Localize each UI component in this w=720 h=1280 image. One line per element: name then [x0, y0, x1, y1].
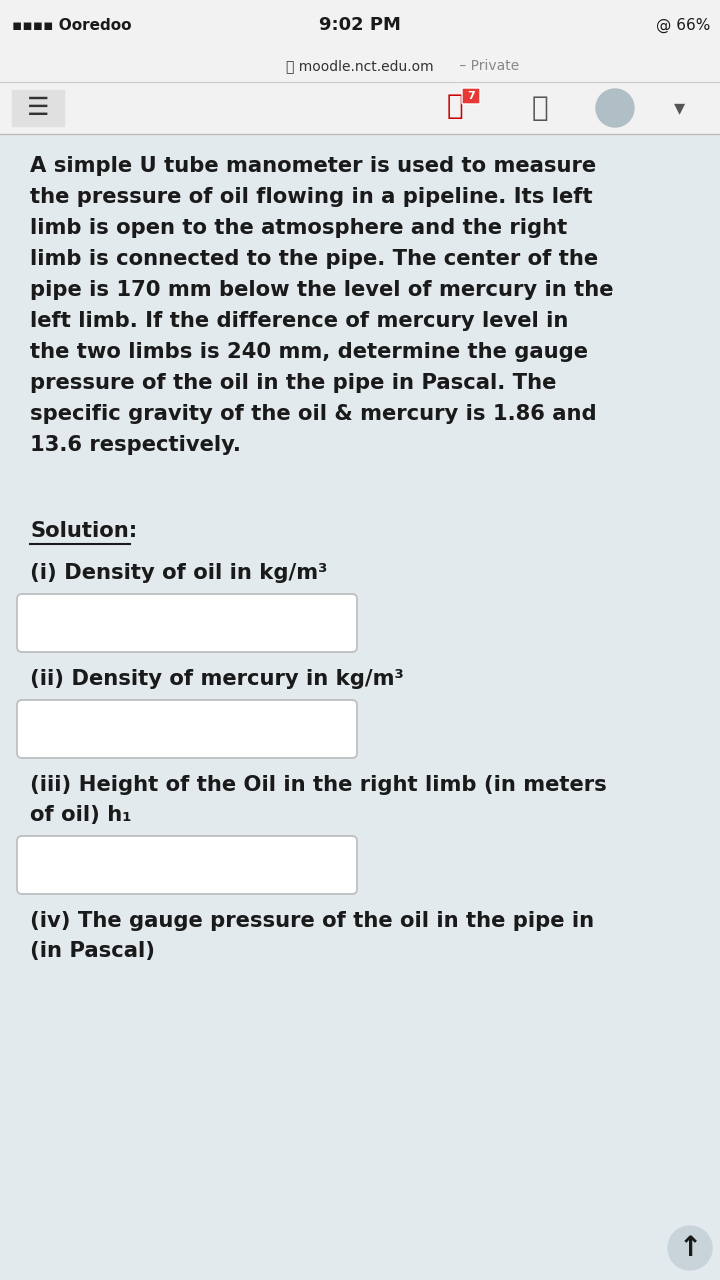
Text: (iii) Height of the Oil in the right limb (in meters: (iii) Height of the Oil in the right lim… — [30, 774, 607, 795]
FancyBboxPatch shape — [17, 700, 357, 758]
Text: specific gravity of the oil & mercury is 1.86 and: specific gravity of the oil & mercury is… — [30, 404, 597, 424]
Bar — [0, 82, 720, 134]
Text: A simple U tube manometer is used to measure: A simple U tube manometer is used to mea… — [30, 156, 596, 175]
Text: (i) Density of oil in kg/m³: (i) Density of oil in kg/m³ — [30, 563, 328, 582]
Text: (iv) The gauge pressure of the oil in the pipe in: (iv) The gauge pressure of the oil in th… — [30, 911, 594, 931]
Bar — [0, 0, 720, 50]
Text: ▾: ▾ — [675, 99, 685, 118]
Text: pressure of the oil in the pipe in Pascal. The: pressure of the oil in the pipe in Pasca… — [30, 372, 557, 393]
Text: limb is open to the atmosphere and the right: limb is open to the atmosphere and the r… — [30, 218, 567, 238]
Text: left limb. If the difference of mercury level in: left limb. If the difference of mercury … — [30, 311, 568, 332]
Circle shape — [668, 1226, 712, 1270]
FancyBboxPatch shape — [17, 836, 357, 893]
Text: the pressure of oil flowing in a pipeline. Its left: the pressure of oil flowing in a pipelin… — [30, 187, 593, 207]
Text: Solution:: Solution: — [30, 521, 138, 541]
Text: limb is connected to the pipe. The center of the: limb is connected to the pipe. The cente… — [30, 250, 598, 269]
FancyBboxPatch shape — [17, 594, 357, 652]
Bar — [0, 50, 720, 82]
Text: – Private: – Private — [455, 59, 519, 73]
Text: (ii) Density of mercury in kg/m³: (ii) Density of mercury in kg/m³ — [30, 669, 404, 689]
Text: 💬: 💬 — [531, 93, 549, 122]
Text: ↑: ↑ — [678, 1234, 701, 1262]
Text: 🔒 moodle.nct.edu.om: 🔒 moodle.nct.edu.om — [286, 59, 434, 73]
Text: ▪▪▪▪ Ooredoo: ▪▪▪▪ Ooredoo — [12, 18, 132, 32]
Bar — [0, 134, 720, 1280]
Text: the two limbs is 240 mm, determine the gauge: the two limbs is 240 mm, determine the g… — [30, 342, 588, 362]
FancyBboxPatch shape — [462, 88, 480, 104]
Text: (in Pascal): (in Pascal) — [30, 941, 155, 961]
Text: pipe is 170 mm below the level of mercury in the: pipe is 170 mm below the level of mercur… — [30, 280, 613, 300]
Text: 9:02 PM: 9:02 PM — [319, 15, 401, 35]
Circle shape — [596, 90, 634, 127]
Text: ☰: ☰ — [27, 96, 49, 120]
Text: 13.6 respectively.: 13.6 respectively. — [30, 435, 241, 454]
Text: 7: 7 — [467, 91, 475, 101]
Bar — [12, 90, 64, 125]
Text: 🔔: 🔔 — [446, 92, 463, 120]
Text: of oil) h₁: of oil) h₁ — [30, 805, 132, 826]
Text: @ 66%: @ 66% — [656, 18, 710, 32]
